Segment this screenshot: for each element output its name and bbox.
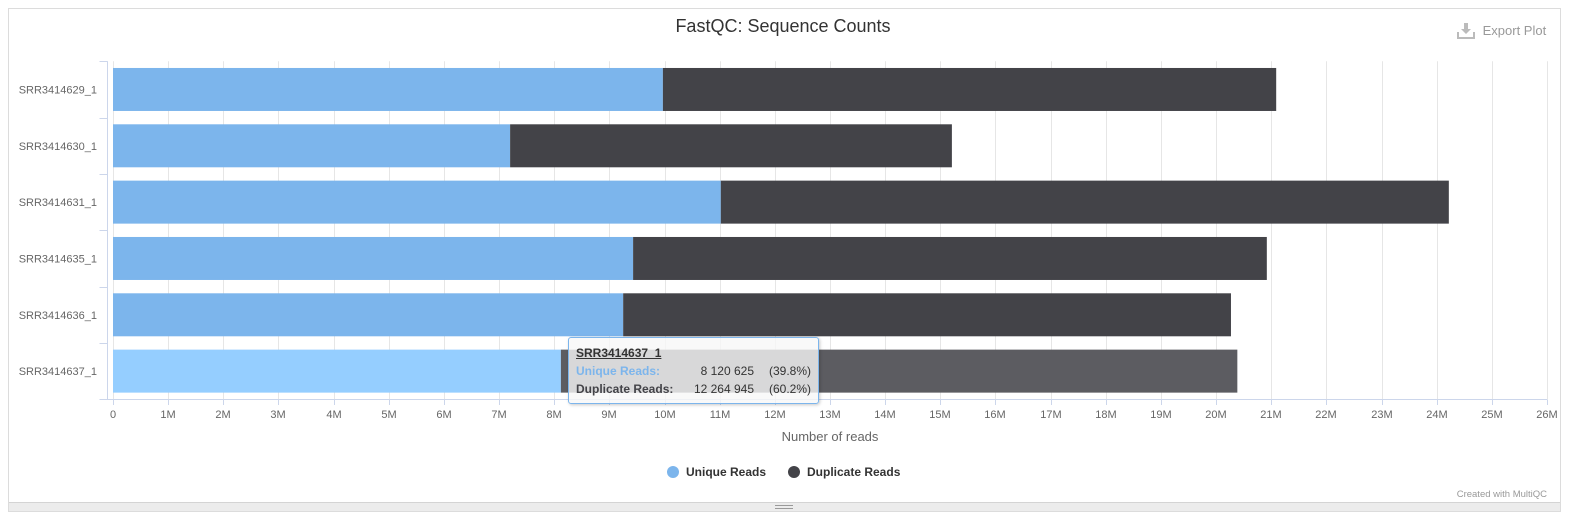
export-plot-label: Export Plot (1482, 23, 1547, 38)
legend-label: Duplicate Reads (807, 465, 901, 479)
legend-item-duplicate-reads[interactable]: Duplicate Reads (788, 465, 901, 479)
x-tick-label: 17M (1040, 409, 1061, 421)
tooltip-percent: (39.8%) (769, 364, 811, 378)
tooltip-series-label: Unique Reads: (576, 364, 661, 378)
gridlines (113, 61, 1548, 400)
legend-label: Unique Reads (686, 465, 766, 479)
x-tick-label: 13M (819, 409, 840, 421)
x-tick-label: 7M (491, 409, 506, 421)
x-tick-label: 20M (1205, 409, 1226, 421)
category-label: SRR3414636_1 (19, 310, 97, 322)
x-tick-label: 23M (1371, 409, 1392, 421)
bar-unique-reads[interactable] (113, 67, 663, 111)
category-label: SRR3414637_1 (19, 366, 97, 378)
sequence-counts-bar-chart: FastQC: Sequence Counts 0 1M 2M 3M 4M 5M 6M 7M 8… (19, 16, 1558, 500)
x-tick-label: 18M (1095, 409, 1116, 421)
tooltip-series-label: Duplicate Reads: (576, 382, 674, 396)
category-label: SRR3414635_1 (19, 253, 97, 265)
bar-row[interactable] (113, 67, 1277, 111)
x-tick-label: 26M (1536, 409, 1557, 421)
bar-unique-reads[interactable] (113, 124, 511, 168)
legend-symbol (788, 466, 800, 478)
bar-duplicate-reads[interactable] (510, 124, 952, 168)
download-icon (1457, 23, 1475, 39)
resize-handle[interactable] (9, 502, 1560, 511)
x-tick-label: 8M (546, 409, 561, 421)
export-plot-button[interactable]: Export Plot (1457, 23, 1546, 39)
x-tick-label: 24M (1426, 409, 1447, 421)
x-tick-label: 25M (1481, 409, 1502, 421)
x-tick-label: 9M (601, 409, 616, 421)
x-tick-label: 12M (764, 409, 785, 421)
bar-unique-reads[interactable] (113, 236, 634, 280)
x-tick-label: 0 (110, 409, 116, 421)
bar-row[interactable] (113, 124, 952, 168)
tooltip: SRR3414637_1 Unique Reads: 8 120 625 (39… (568, 337, 819, 404)
tooltip-row: Unique Reads: 8 120 625 (39.8%) (576, 362, 811, 380)
bars (113, 67, 1449, 393)
bar-unique-reads[interactable] (113, 180, 721, 224)
credit-text: Created with MultiQC (1457, 489, 1547, 500)
category-label: SRR3414631_1 (19, 197, 97, 209)
bar-unique-reads[interactable] (113, 349, 561, 393)
x-tick-label: 21M (1260, 409, 1281, 421)
bar-duplicate-reads[interactable] (720, 180, 1449, 224)
x-tick-label: 14M (874, 409, 895, 421)
bar-unique-reads[interactable] (113, 293, 624, 337)
tooltip-title: SRR3414637_1 (576, 346, 662, 360)
legend-item-unique-reads[interactable]: Unique Reads (667, 465, 766, 479)
bar-row[interactable] (113, 180, 1449, 224)
category-label: SRR3414629_1 (19, 84, 97, 96)
x-tick-label: 4M (326, 409, 341, 421)
x-axis-title: Number of reads (782, 429, 879, 444)
tooltip-percent: (60.2%) (769, 382, 811, 396)
x-tick-label: 15M (929, 409, 950, 421)
bar-duplicate-reads[interactable] (662, 67, 1277, 111)
bar-row[interactable] (113, 293, 1231, 337)
x-tick-label: 16M (984, 409, 1005, 421)
legend: Unique Reads Duplicate Reads (667, 465, 901, 479)
bar-duplicate-reads[interactable] (623, 293, 1231, 337)
chart-title: FastQC: Sequence Counts (675, 16, 890, 36)
bar-row[interactable] (113, 236, 1267, 280)
bar-duplicate-reads[interactable] (633, 236, 1267, 280)
x-tick-label: 2M (215, 409, 230, 421)
tooltip-value: 12 264 945 (693, 382, 754, 396)
x-tick-label: 6M (436, 409, 451, 421)
x-tick-label: 19M (1150, 409, 1171, 421)
x-tick-label: 10M (654, 409, 675, 421)
grip-icon (774, 505, 793, 509)
tooltip-table: Unique Reads: 8 120 625 (39.8%) Duplicat… (576, 362, 811, 398)
axis-labels: 0 1M 2M 3M 4M 5M 6M 7M 8M 9M 10M 11M 12M 13M 14M 15M 16M… (19, 84, 1558, 421)
x-tick-label: 3M (270, 409, 285, 421)
tooltip-value: 8 120 625 (700, 364, 754, 378)
x-tick-label: 11M (710, 409, 731, 421)
x-tick-label: 1M (160, 409, 175, 421)
category-label: SRR3414630_1 (19, 141, 97, 153)
x-tick-label: 5M (381, 409, 396, 421)
legend-symbol (667, 466, 679, 478)
axes (99, 61, 1548, 405)
x-tick-label: 22M (1315, 409, 1336, 421)
tooltip-row: Duplicate Reads: 12 264 945 (60.2%) (576, 380, 811, 398)
